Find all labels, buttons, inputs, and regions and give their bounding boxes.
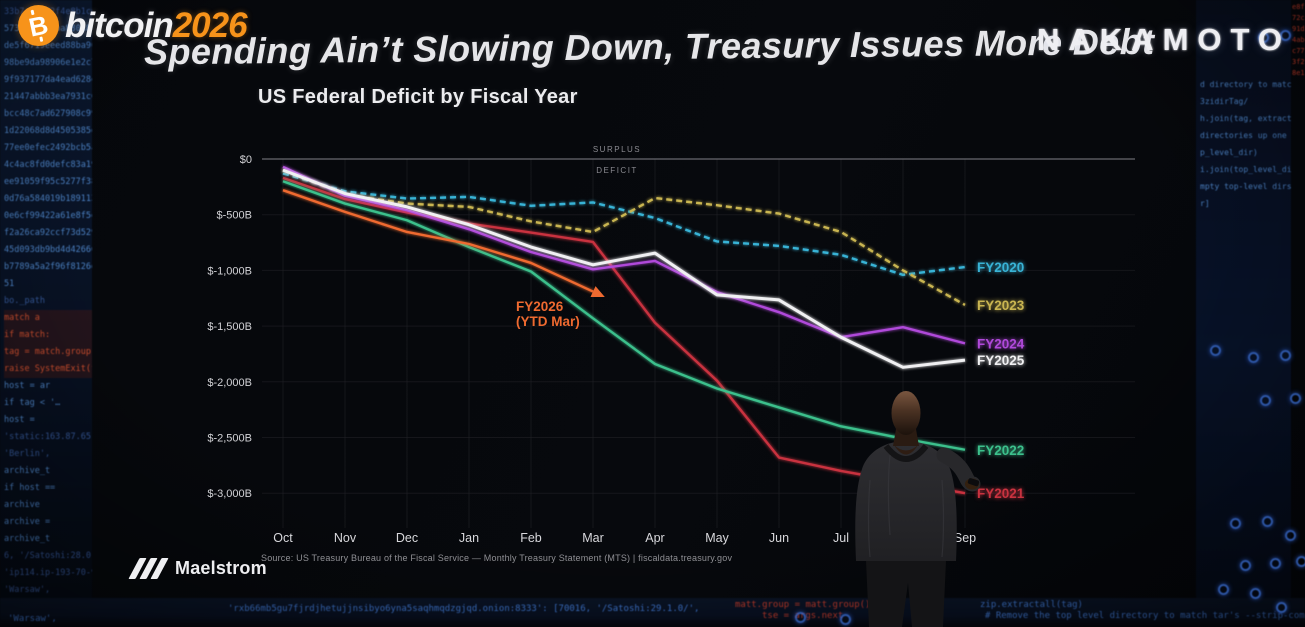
series-label-fy2025: FY2025: [977, 353, 1025, 368]
x-axis-month-label: Nov: [334, 531, 357, 545]
circle-glyph-icon: [1248, 352, 1259, 363]
series-label-fy2020: FY2020: [977, 260, 1024, 275]
surplus-annotation: SURPLUS: [593, 145, 641, 154]
x-axis-month-label: Dec: [396, 531, 418, 545]
y-axis-tick-label: $-500B: [217, 210, 252, 222]
circle-glyph-icon: [1218, 584, 1229, 595]
circle-glyph-icon: [1270, 558, 1281, 569]
bitcoin-b-glyph: B: [26, 8, 51, 43]
conference-brand-text: bitcoin: [65, 5, 174, 45]
maelstrom-bars-icon: [128, 558, 169, 579]
circle-glyph-icon: [840, 614, 851, 625]
series-line-fy2025: [282, 168, 966, 369]
x-axis-month-label: May: [705, 531, 729, 545]
circle-glyph-icon: [1250, 588, 1261, 599]
series-label-fy2026: (YTD Mar): [516, 314, 580, 329]
series-line-fy2024: [282, 165, 966, 345]
nakamoto-stage-logo: NAKAMOTO: [1037, 22, 1291, 57]
y-axis-tick-label: $-2,500B: [207, 433, 252, 445]
circle-glyph-icon: [1260, 395, 1271, 406]
x-axis-month-label: Feb: [520, 531, 542, 545]
y-axis-tick-label: $-1,500B: [207, 321, 252, 333]
series-label-fy2023: FY2023: [977, 298, 1025, 313]
circle-glyph-icon: [1296, 556, 1305, 567]
bitcoin-icon: B: [18, 5, 59, 46]
maelstrom-logo: Maelstrom: [128, 558, 267, 579]
conference-year-text: 2026: [172, 5, 248, 45]
circle-glyph-icon: [1230, 518, 1241, 529]
series-label-fy2024: FY2024: [977, 336, 1025, 351]
y-axis-tick-label: $-3,000B: [207, 488, 252, 500]
deficit-annotation: DEFICIT: [596, 166, 638, 175]
maelstrom-wordmark: Maelstrom: [175, 558, 267, 578]
bitcoin-conference-logo: B bitcoin 2026: [18, 5, 248, 46]
circle-glyph-icon: [1290, 393, 1301, 404]
x-axis-month-label: Oct: [273, 531, 293, 545]
circle-glyph-icon: [1240, 560, 1251, 571]
circle-glyph-icon: [1276, 602, 1287, 613]
circle-glyph-icon: [1280, 30, 1291, 41]
circle-glyph-icon: [1280, 350, 1291, 361]
y-axis-tick-label: $-1,000B: [207, 265, 252, 277]
series-line-fy2023: [282, 169, 966, 306]
speaker-silhouette: [855, 391, 981, 627]
circle-glyph-icon: [1210, 345, 1221, 356]
circle-glyph-icon: [1258, 32, 1269, 43]
speaker-figure: [855, 391, 981, 627]
x-axis-month-label: Mar: [582, 531, 604, 545]
y-axis-tick-label: $0: [240, 154, 252, 166]
x-axis-month-label: Apr: [645, 531, 664, 545]
y-axis-tick-label: $-2,000B: [207, 377, 252, 389]
x-axis-month-label: Jun: [769, 531, 789, 545]
x-axis-month-label: Jan: [459, 531, 479, 545]
circle-glyph-icon: [795, 612, 806, 623]
circle-glyph-icon: [1285, 530, 1296, 541]
series-label-fy2026: FY2026: [516, 299, 564, 314]
circle-glyph-icon: [1262, 516, 1273, 527]
chart-source-note: Source: US Treasury Bureau of the Fiscal…: [261, 553, 733, 563]
